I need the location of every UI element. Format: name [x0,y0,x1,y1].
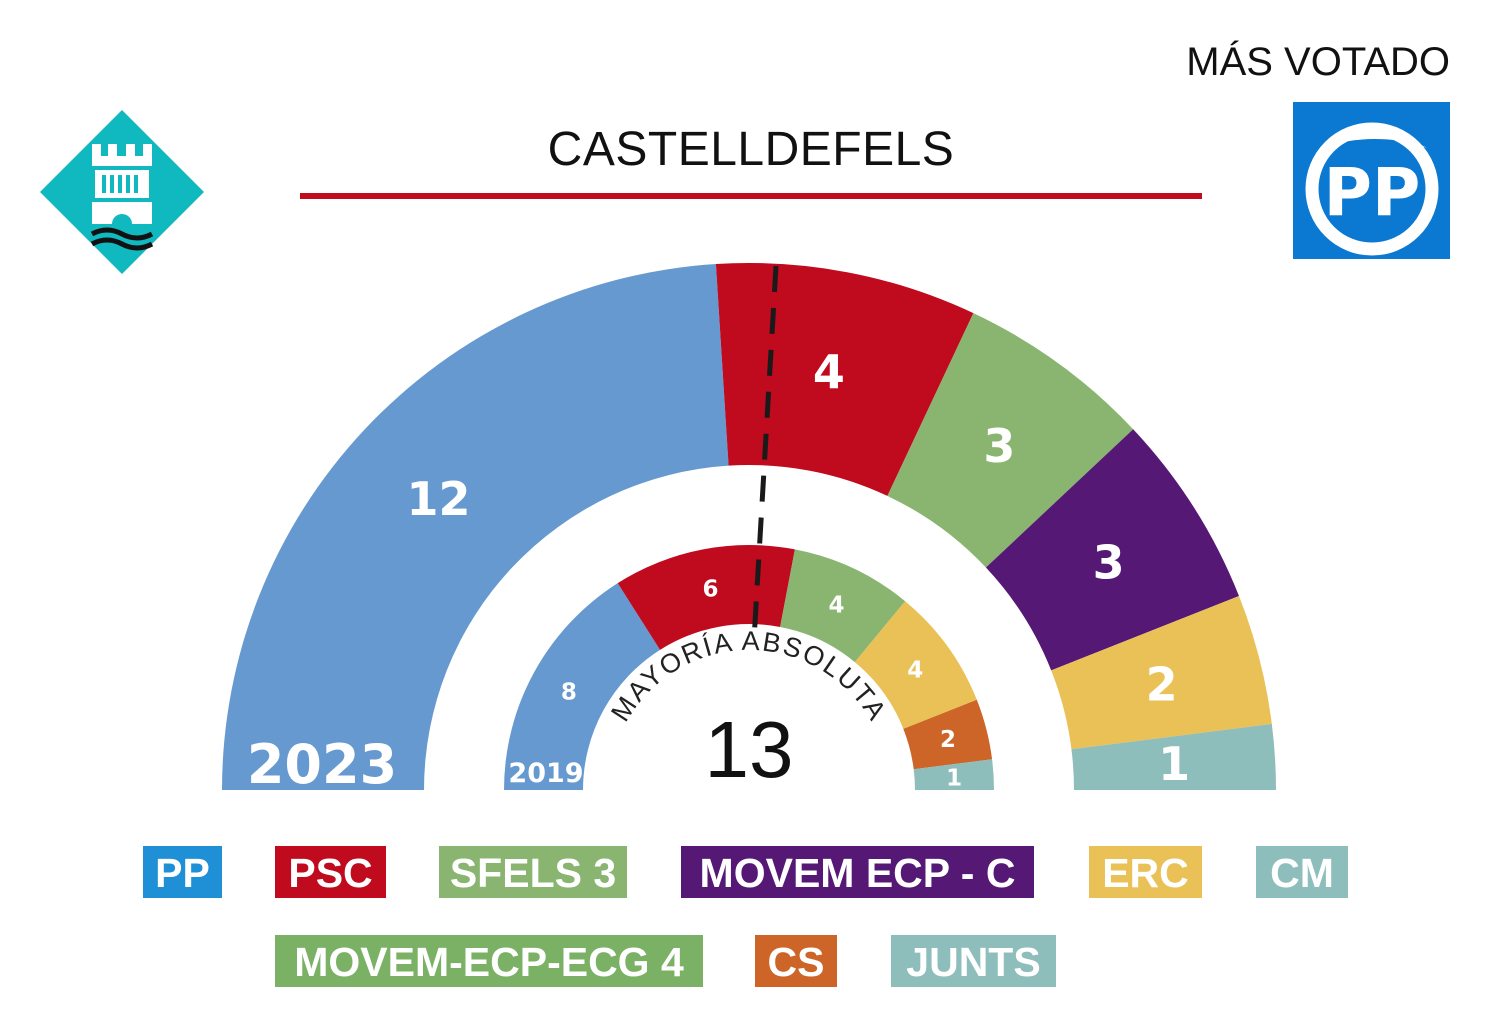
seat-label-2019-cs: 2 [940,727,956,753]
seg-2023-movem-ecp-c [985,429,1239,671]
year-label-2019: 2019 [508,758,583,789]
seg-2019-psc [617,545,795,650]
seg-2019-cs [903,699,993,770]
title-underline [300,193,1202,199]
seg-2019-erc [854,601,977,729]
legend-item-cm: CM [1256,846,1348,898]
seg-2019-junts [913,759,994,790]
majority-seats: 13 [705,705,794,794]
page-title: CASTELLDEFELS [547,123,955,176]
seat-label-2023-psc: 4 [813,345,845,399]
castelldefels-castle-icon [40,110,204,274]
legend-item-cs: CS [755,935,837,987]
year-label-2023: 2023 [247,733,397,796]
legend-item-movem-ecp-ecg4: MOVEM-ECP-ECG 4 [275,935,703,987]
legend-item-pp: PP [143,846,222,898]
pp-party-logo: PP [1293,102,1450,259]
legend-item-erc: ERC [1089,846,1202,898]
seat-label-2023-erc: 2 [1146,658,1178,712]
seg-2019-movem-ecp-ecg-4 [780,549,906,663]
seg-2023-cm [1071,723,1276,790]
seat-label-2019-psc: 6 [702,576,718,602]
seat-label-2023-movem-ecp-c: 3 [1093,535,1125,589]
seg-2023-pp [222,264,729,790]
legend-item-movem-ecp-c: MOVEM ECP - C [681,846,1034,898]
seat-label-2019-pp: 8 [561,679,577,705]
seg-2023-erc [1051,595,1272,750]
seat-label-2023-pp: 12 [406,472,470,526]
seat-label-2023-cm: 1 [1158,737,1190,791]
seat-label-2019-erc: 4 [907,657,923,683]
legend-item-junts: JUNTS [891,935,1056,987]
seg-2019-pp [504,583,661,790]
seat-label-2023-sfels-3: 3 [983,419,1015,473]
legend-item-psc: PSC [275,846,386,898]
legend-item-sfels3: SFELS 3 [439,846,627,898]
seat-label-2019-junts: 1 [946,765,962,791]
most-voted-label: MÁS VOTADO [1186,40,1450,84]
majority-divider [751,265,779,641]
pp-logo-text: PP [1324,154,1421,231]
seg-2023-sfels-3 [887,313,1134,568]
seat-label-2019-movem-ecp-ecg-4: 4 [828,592,844,618]
seg-2023-psc [715,263,974,496]
